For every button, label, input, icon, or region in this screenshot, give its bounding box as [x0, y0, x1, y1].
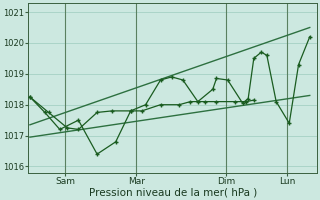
- X-axis label: Pression niveau de la mer( hPa ): Pression niveau de la mer( hPa ): [89, 187, 257, 197]
